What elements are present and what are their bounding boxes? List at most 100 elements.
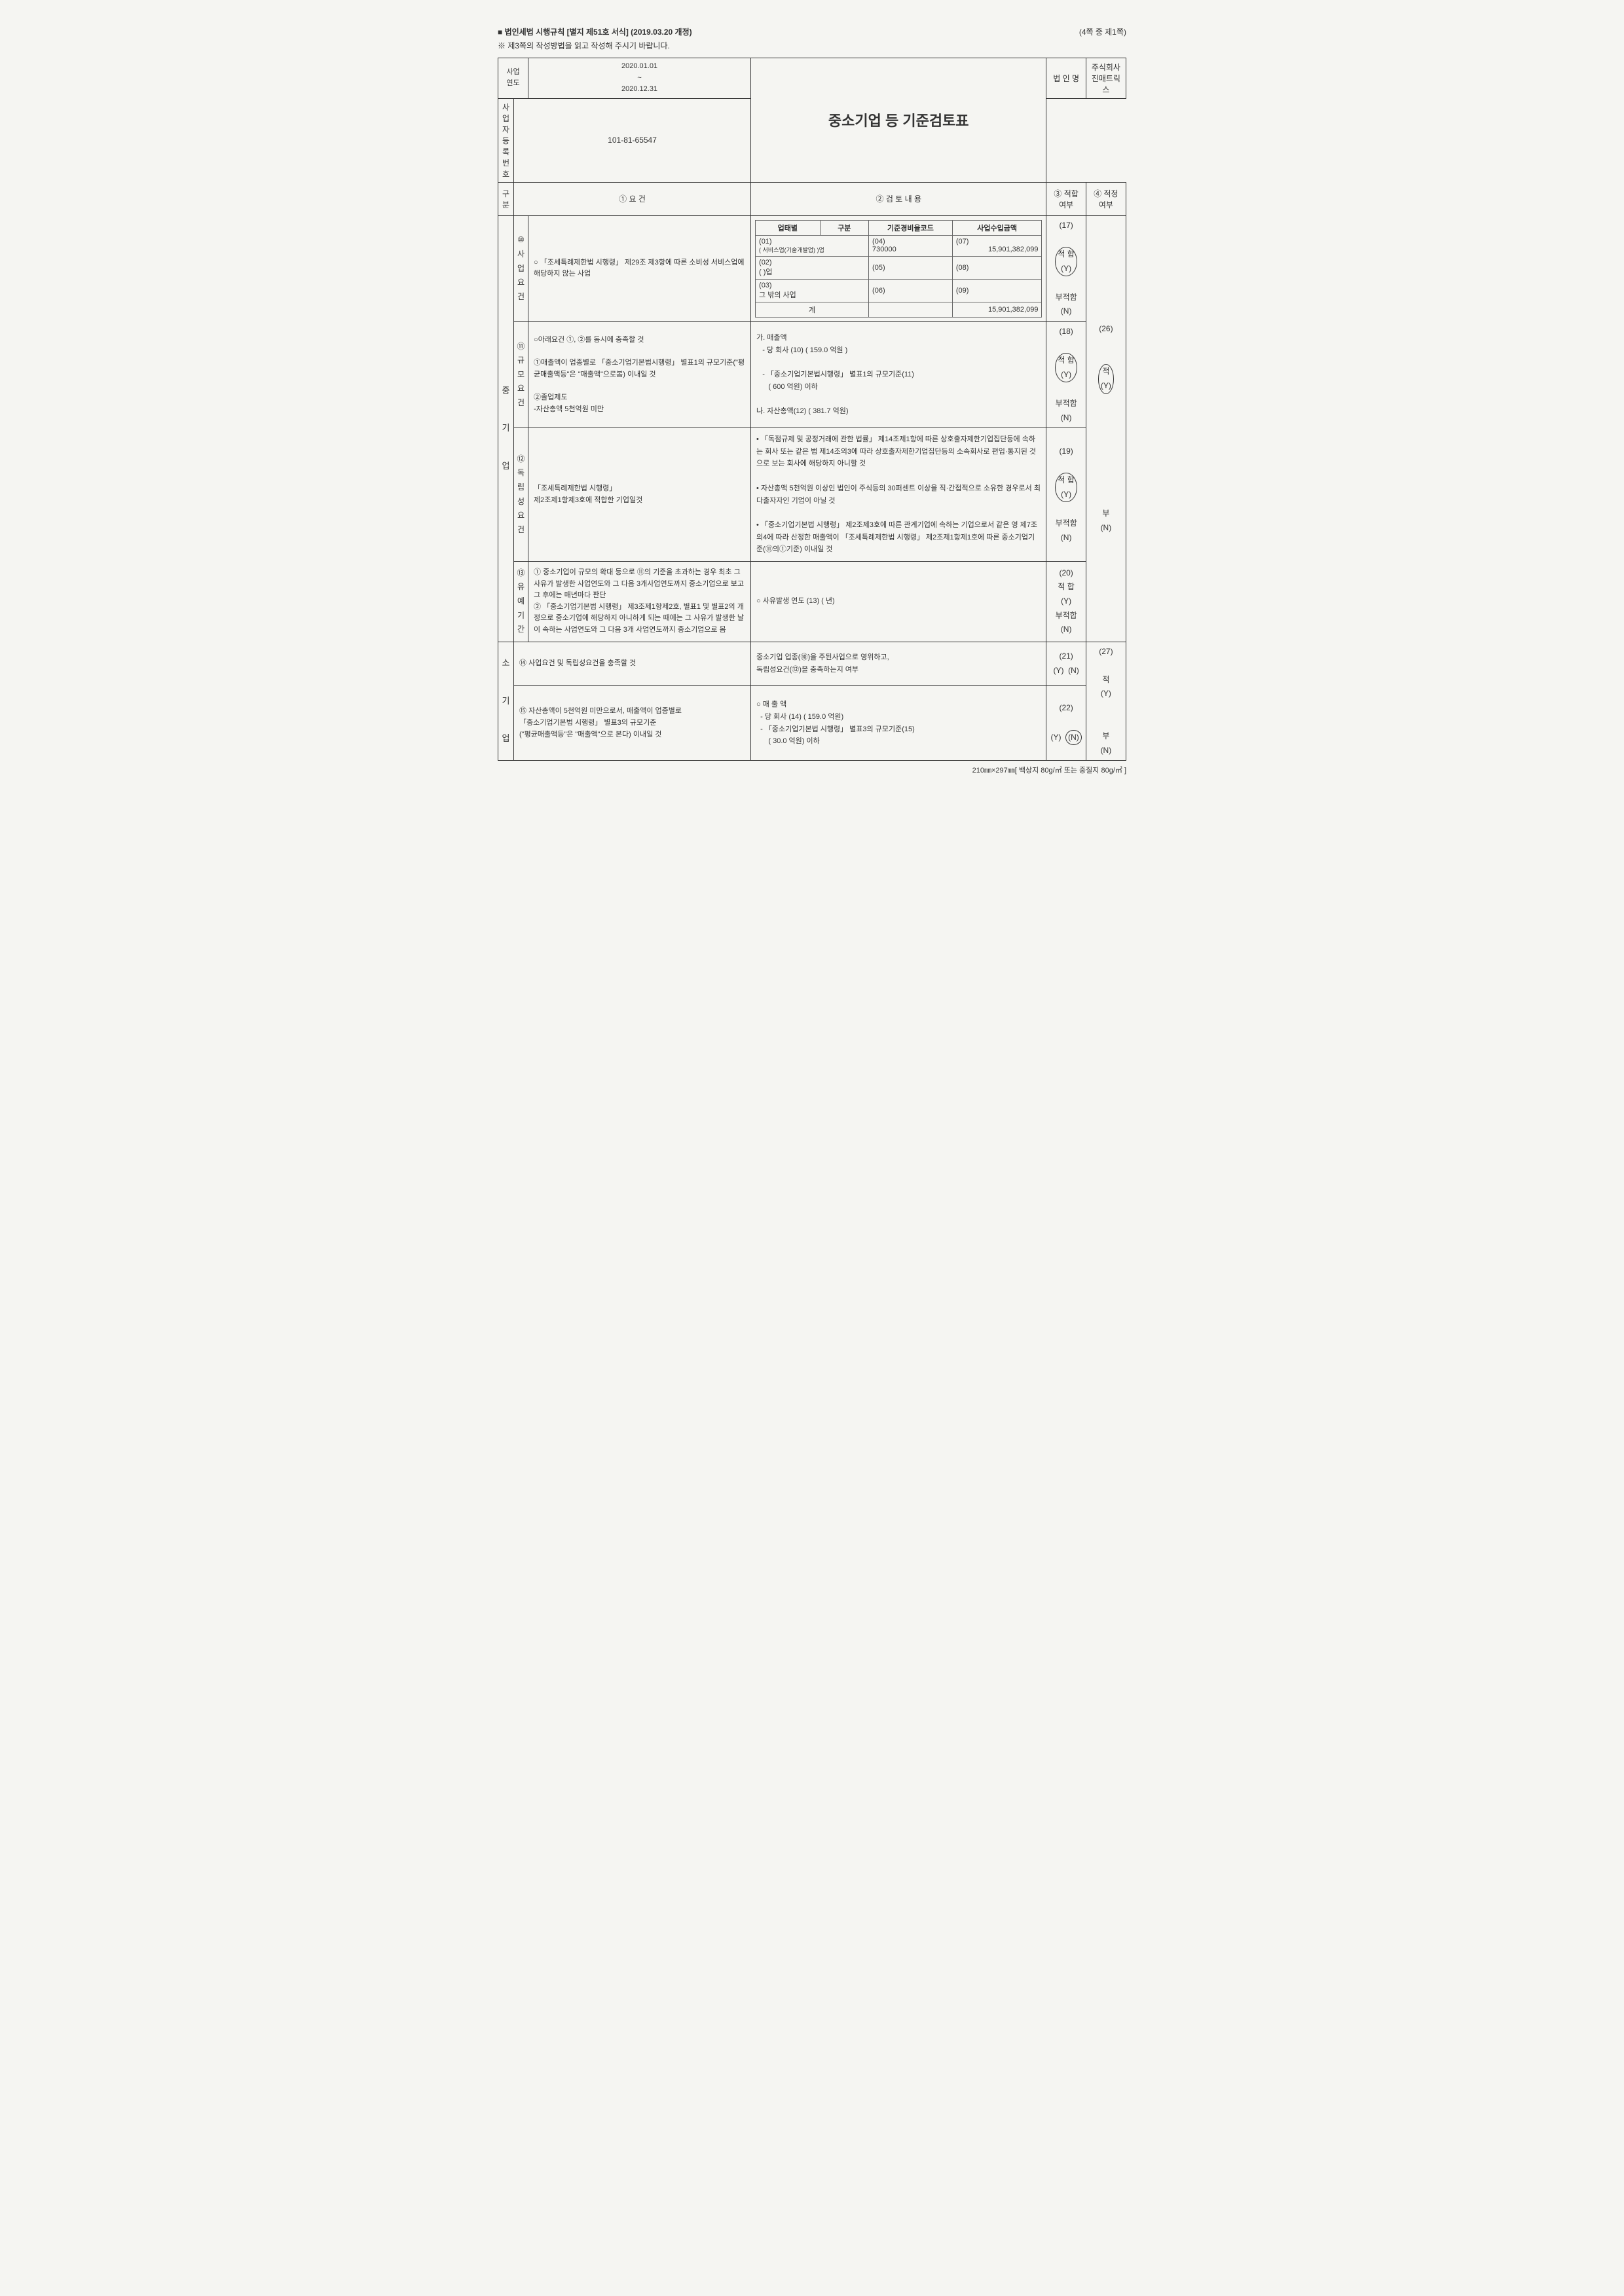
req-gyumo: ○아래요건 ①, ②를 동시에 충족할 것 ①매출액이 업종별로 「중소기업기본… (528, 321, 751, 428)
req-dongnip: 「조세특례제한법 시행령」 제2조제1항제3호에 적합한 기업일것 (528, 428, 751, 562)
cell-09: (09) (952, 279, 1042, 302)
rev-a1: - 당 회사 (10) ( 159.0 억원 ) (762, 346, 847, 354)
review-sogi-1: 중소기업 업종(⑩)을 주된사업으로 영위하고, 독립성요건(⑫)을 충족하는지… (751, 642, 1046, 686)
c07: (07) (956, 238, 969, 246)
rev-a2: - 「중소기업기본법시행령」 별표1의 규모기준(11) (762, 371, 914, 378)
fit18-yes: 적 합 (Y) (1055, 353, 1077, 382)
period-dates: 2020.01.01~ 2020.12.31 (528, 58, 751, 99)
rev3-2: • 자산총액 5천억원 이상인 법인이 주식등의 30퍼센트 이상을 직·간접적… (756, 484, 1041, 505)
p27-label: (27) (1099, 647, 1113, 656)
cell-05: (05) (869, 256, 953, 279)
main-title: 중소기업 등 기준검토표 (751, 58, 1046, 183)
fit-18: (18) 적 합 (Y) 부적합 (N) (1046, 321, 1086, 428)
rev5b: - 당 회사 (14) ( 159.0 억원) (760, 713, 843, 721)
rev3-1: • 「독점규제 및 공정거래에 관한 법률」 제14조제1항에 따른 상호출자제… (756, 435, 1036, 467)
fit18-label: (18) (1059, 327, 1073, 336)
biz-income-table: 업태별 구분 기준경비율코드 사업수입금액 (01) ( 서비스업(기술개발업)… (755, 220, 1042, 318)
req-saeop: ○ 「조세특례제한법 시행령」 제29조 제3항에 따른 소비성 서비스업에 해… (528, 215, 751, 321)
page-container: ■ 법인세법 시행규칙 [별지 제51호 서식] (2019.03.20 개정)… (498, 26, 1126, 775)
fit19-yes: 적 합 (Y) (1055, 473, 1077, 502)
review-dongnip: • 「독점규제 및 공정거래에 관한 법률」 제14조제1항에 따른 상호출자제… (751, 428, 1046, 562)
req-gyumo-2: ②졸업제도 -자산총액 5천억원 미만 (534, 393, 604, 413)
review-gyumo: 가. 매출액 - 당 회사 (10) ( 159.0 억원 ) - 「중소기업기… (751, 321, 1046, 428)
rev-b: 나. 자산총액(12) ( 381.7 억원) (756, 407, 849, 415)
c01b: ( 서비스업(기술개발업) )업 (759, 247, 824, 253)
fit-19: (19) 적 합 (Y) 부적합 (N) (1046, 428, 1086, 562)
c04v: 730000 (872, 246, 896, 253)
fit18-no: 부적합 (N) (1056, 399, 1077, 422)
fit17-yes: 적 합 (Y) (1055, 247, 1077, 276)
p26-label: (26) (1099, 324, 1113, 333)
main-table: 사업 연도 2020.01.01~ 2020.12.31 중소기업 등 기준검토… (498, 58, 1126, 761)
th-gubun: 구분 (820, 220, 868, 235)
cell-total-blank (869, 302, 953, 317)
col-req: ① 요 건 (514, 182, 751, 215)
row-label-dongnip: ⑫ 독 립 성 요 건 (514, 428, 528, 562)
cell-02: (02) ( )업 (756, 256, 869, 279)
req-sogi-2: ⑮ 자산총액이 5천억원 미만으로서, 매출액이 업종별로 「중소기업기본법 시… (514, 686, 751, 761)
rev5c: - 「중소기업기본법 시행령」 별표3의 규모기준(15) (760, 725, 915, 733)
req-yuye: ① 중소기업이 규모의 확대 등으로 ⑪의 기준을 초과하는 경우 최초 그 사… (528, 561, 751, 642)
th-uptae: 업태별 (756, 220, 821, 235)
row-label-saeop: ⑩ 사 업 요 건 (514, 215, 528, 321)
col-review: ② 검 토 내 용 (751, 182, 1046, 215)
c04: (04) (872, 238, 885, 246)
cell-total-label: 계 (756, 302, 869, 317)
req-gyumo-1: ①매출액이 업종별로 「중소기업기본법시행령」 별표1의 규모기준("평균매출액… (534, 359, 745, 378)
p26-no: 부 (N) (1101, 509, 1112, 532)
p27-no: 부 (N) (1101, 731, 1112, 755)
fit17-label: (17) (1059, 221, 1073, 230)
period-start: 2020.01.01 (621, 62, 657, 70)
col-gubun: 구분 (498, 182, 514, 215)
cell-08: (08) (952, 256, 1042, 279)
fit20-yes: 적 합 (Y) (1058, 582, 1074, 606)
c01a: (01) (759, 238, 772, 246)
fit19-no: 부적합 (N) (1056, 519, 1077, 542)
review-yuye: ○ 사유발생 연도 (13) ( 년) (751, 561, 1046, 642)
bizreg-label: 사업자등록번호 (498, 98, 514, 182)
rev5d: ( 30.0 억원) 이하 (768, 737, 819, 745)
rev5a: ○ 매 출 액 (756, 701, 786, 708)
rev3-3: • 「중소기업기본법 시행령」 제2조제3호에 따른 관계기업에 속하는 기업으… (756, 521, 1037, 553)
fit22-n-circled: (N) (1065, 730, 1082, 746)
fit-21: (21) (Y) (N) (1046, 642, 1086, 686)
cell-01: (01) ( 서비스업(기술개발업) )업 (756, 235, 869, 256)
rev4: ○ 사유발생 연도 (13) ( 년) (756, 597, 835, 605)
form-header-text: ■ 법인세법 시행규칙 [별지 제51호 서식] (2019.03.20 개정) (498, 27, 692, 37)
cell-03: (03) 그 밖의 사업 (756, 279, 869, 302)
corp-name-label: 법 인 명 (1046, 58, 1086, 99)
c02a: (02) (759, 259, 772, 266)
th-income: 사업수입금액 (952, 220, 1042, 235)
fit21-label: (21) (1059, 651, 1073, 661)
period-end: 2020.12.31 (621, 85, 657, 93)
fit-20: (20) 적 합 (Y) 부적합 (N) (1046, 561, 1086, 642)
period-label: 사업 연도 (498, 58, 528, 99)
proper-26: (26) 적 (Y) 부 (N) (1086, 215, 1126, 642)
col-fit: ③ 적합 여부 (1046, 182, 1086, 215)
bizreg-value: 101-81-65547 (514, 98, 751, 182)
form-header: ■ 법인세법 시행규칙 [별지 제51호 서식] (2019.03.20 개정)… (498, 26, 1126, 37)
req-gyumo-head: ○아래요건 ①, ②를 동시에 충족할 것 (534, 336, 644, 344)
fit17-no: 부적합 (N) (1056, 293, 1077, 316)
cell-07: (07) 15,901,382,099 (952, 235, 1042, 256)
p27-yes: 적 (Y) (1101, 675, 1111, 699)
sub-header: ※ 제3쪽의 작성방법을 읽고 작성해 주시기 바랍니다. (498, 40, 1126, 51)
c03a: (03) (759, 282, 772, 289)
group-label-jungki: 중 기 업 (498, 215, 514, 642)
page-number: (4쪽 중 제1쪽) (1079, 26, 1126, 37)
p26-yes: 적 (Y) (1098, 364, 1114, 393)
fit19-label: (19) (1059, 446, 1073, 456)
col-proper: ④ 적정 여부 (1086, 182, 1126, 215)
cell-04: (04) 730000 (869, 235, 953, 256)
row-label-yuye: ⑬ 유 예 기 간 (514, 561, 528, 642)
fit20-label: (20) (1059, 568, 1073, 577)
fit22-label: (22) (1059, 703, 1073, 712)
review-sogi-2: ○ 매 출 액 - 당 회사 (14) ( 159.0 억원) - 「중소기업기… (751, 686, 1046, 761)
fit-17: (17) 적 합 (Y) 부적합 (N) (1046, 215, 1086, 321)
c02b: ( )업 (759, 268, 773, 276)
group-label-sogi: 소 기 업 (498, 642, 514, 761)
cell-total-val: 15,901,382,099 (952, 302, 1042, 317)
proper-27: (27) 적 (Y) 부 (N) (1086, 642, 1126, 761)
c07v: 15,901,382,099 (988, 246, 1038, 253)
c03b: 그 밖의 사업 (759, 291, 796, 299)
